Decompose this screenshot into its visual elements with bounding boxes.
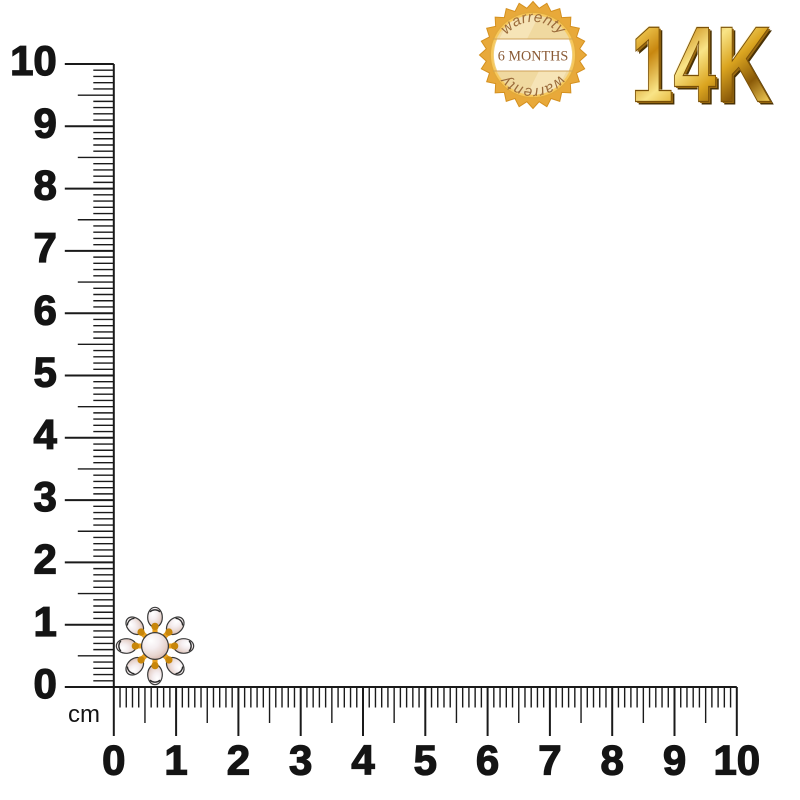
svg-text:14K: 14K xyxy=(631,3,772,124)
svg-text:5: 5 xyxy=(414,736,437,783)
svg-text:cm: cm xyxy=(68,701,100,728)
svg-text:9: 9 xyxy=(663,736,686,783)
svg-text:9: 9 xyxy=(33,99,56,146)
svg-text:5: 5 xyxy=(33,349,56,396)
svg-text:8: 8 xyxy=(601,736,624,783)
svg-text:7: 7 xyxy=(33,224,56,271)
svg-text:8: 8 xyxy=(33,162,56,209)
svg-text:1: 1 xyxy=(33,598,56,645)
svg-text:4: 4 xyxy=(33,411,57,458)
svg-text:0: 0 xyxy=(102,736,125,783)
svg-text:10: 10 xyxy=(10,37,57,84)
svg-text:6: 6 xyxy=(476,736,499,783)
svg-text:0: 0 xyxy=(33,660,56,707)
svg-text:2: 2 xyxy=(33,535,56,582)
svg-text:4: 4 xyxy=(351,736,375,783)
svg-text:1: 1 xyxy=(164,736,187,783)
svg-text:7: 7 xyxy=(538,736,561,783)
svg-text:3: 3 xyxy=(289,736,312,783)
svg-text:3: 3 xyxy=(33,473,56,520)
svg-text:2: 2 xyxy=(227,736,250,783)
svg-text:6 MONTHS: 6 MONTHS xyxy=(498,48,569,64)
svg-text:10: 10 xyxy=(713,736,760,783)
svg-text:6: 6 xyxy=(33,286,56,333)
